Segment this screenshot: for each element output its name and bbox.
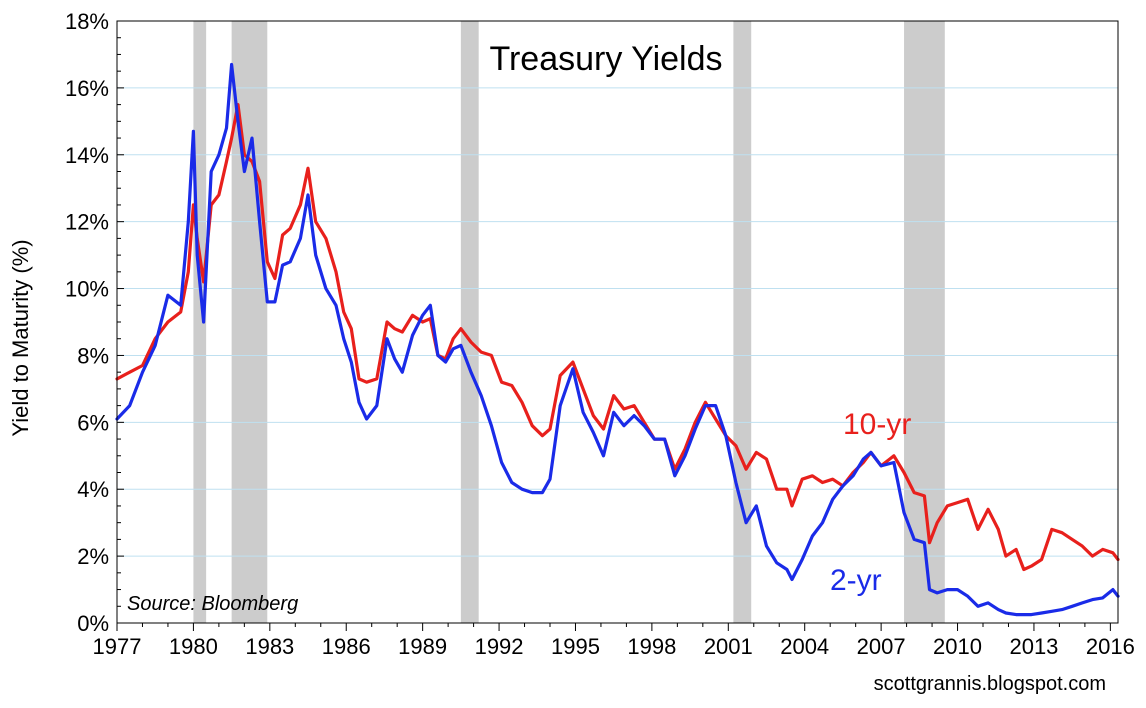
x-tick-label: 1980 (169, 634, 218, 659)
site-credit: scottgrannis.blogspot.com (874, 673, 1106, 695)
series-label-2yr: 2-yr (830, 564, 882, 597)
x-tick-label: 1998 (627, 634, 676, 659)
recession-band-4 (733, 21, 752, 623)
chart-title: Treasury Yields (489, 40, 722, 78)
y-tick-label: 4% (77, 477, 109, 502)
y-axis-title: Yield to Maturity (%) (8, 239, 33, 436)
x-tick-label: 1989 (398, 634, 447, 659)
x-tick-label: 1977 (93, 634, 142, 659)
y-tick-label: 8% (77, 343, 109, 368)
x-tick-label: 2004 (780, 634, 829, 659)
x-tick-label: 1986 (322, 634, 371, 659)
y-tick-label: 14% (65, 143, 109, 168)
gridlines (117, 87, 1118, 557)
axis-ticks: 0% 2% 4% 6% 8% 10% 12% 14% 16% 18% 1977 1980 1983 198… (65, 9, 1135, 659)
x-tick-label: 2016 (1086, 634, 1135, 659)
x-tick-label: 2010 (933, 634, 982, 659)
series-lines (115, 62, 1120, 617)
source-note: Source: Bloomberg (127, 593, 298, 615)
y-tick-label: 16% (65, 76, 109, 101)
series-line-10-yr (115, 102, 1120, 572)
series-line-2-yr (115, 62, 1120, 617)
y-tick-label: 2% (77, 544, 109, 569)
x-tick-label: 1995 (551, 634, 600, 659)
x-tick-label: 2013 (1009, 634, 1058, 659)
recession-band-3 (460, 21, 479, 623)
x-tick-label: 2007 (857, 634, 906, 659)
x-tick-label: 1983 (245, 634, 294, 659)
series-label-10yr: 10-yr (843, 408, 911, 441)
x-tick-label: 1992 (475, 634, 524, 659)
y-tick-label: 12% (65, 210, 109, 235)
y-tick-label: 10% (65, 277, 109, 302)
y-tick-label: 6% (77, 410, 109, 435)
recession-band-1 (193, 21, 207, 623)
y-tick-label: 0% (77, 611, 109, 636)
y-tick-label: 18% (65, 9, 109, 34)
x-tick-label: 2001 (704, 634, 753, 659)
